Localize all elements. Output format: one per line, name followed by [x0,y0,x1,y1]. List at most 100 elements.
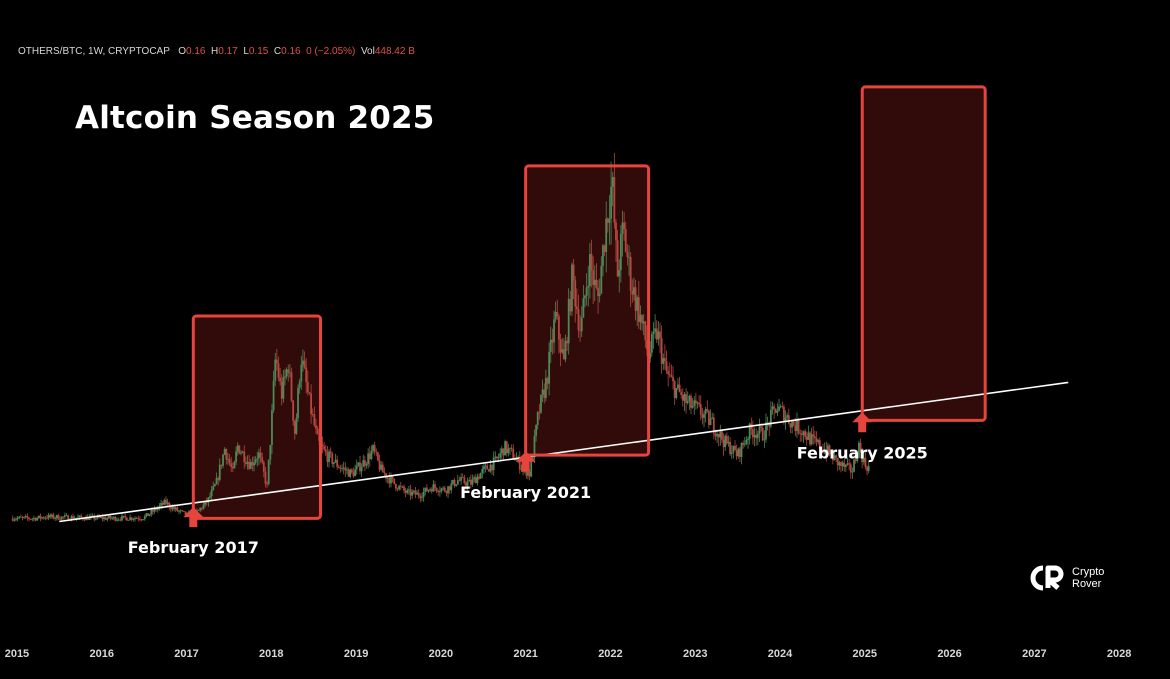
candle-body [275,359,278,364]
candle-body [513,459,516,461]
candle-body [512,449,515,460]
candle-body [34,518,37,521]
candle-body [827,445,829,455]
candle-body [59,519,61,521]
candle-body [272,380,275,411]
candle-body [642,321,645,324]
candle-body [497,457,500,459]
candle-body [377,452,379,461]
candle-body [716,433,718,437]
candle-body [747,438,749,440]
candle-body [864,457,867,468]
candle-body [652,331,655,335]
candle-body [391,476,394,479]
candle-body [781,406,784,408]
candle-body [668,374,671,376]
candle-body [393,478,396,484]
candle-body [26,516,29,518]
candle-body [712,417,715,434]
candle-body [453,479,456,486]
candle-body [626,251,629,257]
candle-body [295,418,298,434]
candle-body [223,449,226,455]
candle-body [646,340,648,350]
candle-body [818,440,821,449]
annotation-label-2: February 2021 [460,483,591,502]
candle-body [204,500,207,505]
candle-body [549,339,552,352]
candle-body [225,449,228,460]
candle-body [867,466,870,471]
candle-body [530,460,533,477]
candle-body [331,453,334,464]
candle-body [274,359,277,381]
candle-body [492,457,495,471]
candle-body [406,490,409,493]
candle-body [442,487,445,489]
candle-body [791,421,793,428]
candle-body [112,516,115,519]
candle-body [558,316,560,340]
candle-body [628,256,630,258]
candle-body [57,515,60,520]
candle-body [587,285,590,288]
x-tick-label: 2019 [344,648,368,660]
candle-body [267,459,270,484]
up-arrow-icon [183,507,204,528]
candle-body [261,457,264,463]
candle-body [235,451,237,462]
x-tick-label: 2016 [89,648,113,660]
candle-body [484,465,487,467]
highlight-box-1 [191,314,322,520]
candle-body [670,375,673,377]
candle-body [277,363,280,378]
candle-body [337,466,340,468]
candle-body [174,507,177,510]
candle-body [99,516,102,518]
candle-body [116,519,118,521]
candle-body [359,462,361,472]
candle-body [487,469,490,472]
candle-body [489,464,492,472]
candle-body [155,508,158,510]
candle-body [528,471,531,477]
candle-body [176,507,179,512]
candle-body [494,456,497,458]
candle-body [673,381,676,398]
candle-body [734,445,736,451]
annotation-label-3: February 2025 [797,443,928,462]
candle-body [292,400,295,421]
candle-body [722,439,725,448]
candle-body [815,438,818,443]
candle-body [31,518,34,520]
candle-body [471,479,474,485]
candle-body [499,453,502,458]
candle-body [579,330,582,332]
candle-body [282,377,285,399]
candle-body [571,264,573,312]
candle-body [637,297,640,322]
candle-body [600,265,603,294]
candle-body [33,518,35,519]
candle-body [429,489,432,491]
candle-body [212,486,215,490]
candle-body [461,477,464,479]
candle-body [119,519,122,521]
candle-body [279,377,282,382]
candle-body [388,477,391,484]
candle-body [262,462,265,472]
candle-body [491,464,493,471]
candle-body [440,488,443,492]
candle-body [230,463,233,467]
candle-body [383,472,386,474]
candle-body [165,499,167,505]
candle-body [210,489,213,497]
candle-body [856,458,859,462]
candle-body [859,442,862,451]
candle-body [753,434,756,438]
candle-body [564,340,567,360]
candle-body [567,298,570,344]
candle-body [862,457,865,463]
candle-body [213,484,216,487]
candle-body [505,441,508,454]
